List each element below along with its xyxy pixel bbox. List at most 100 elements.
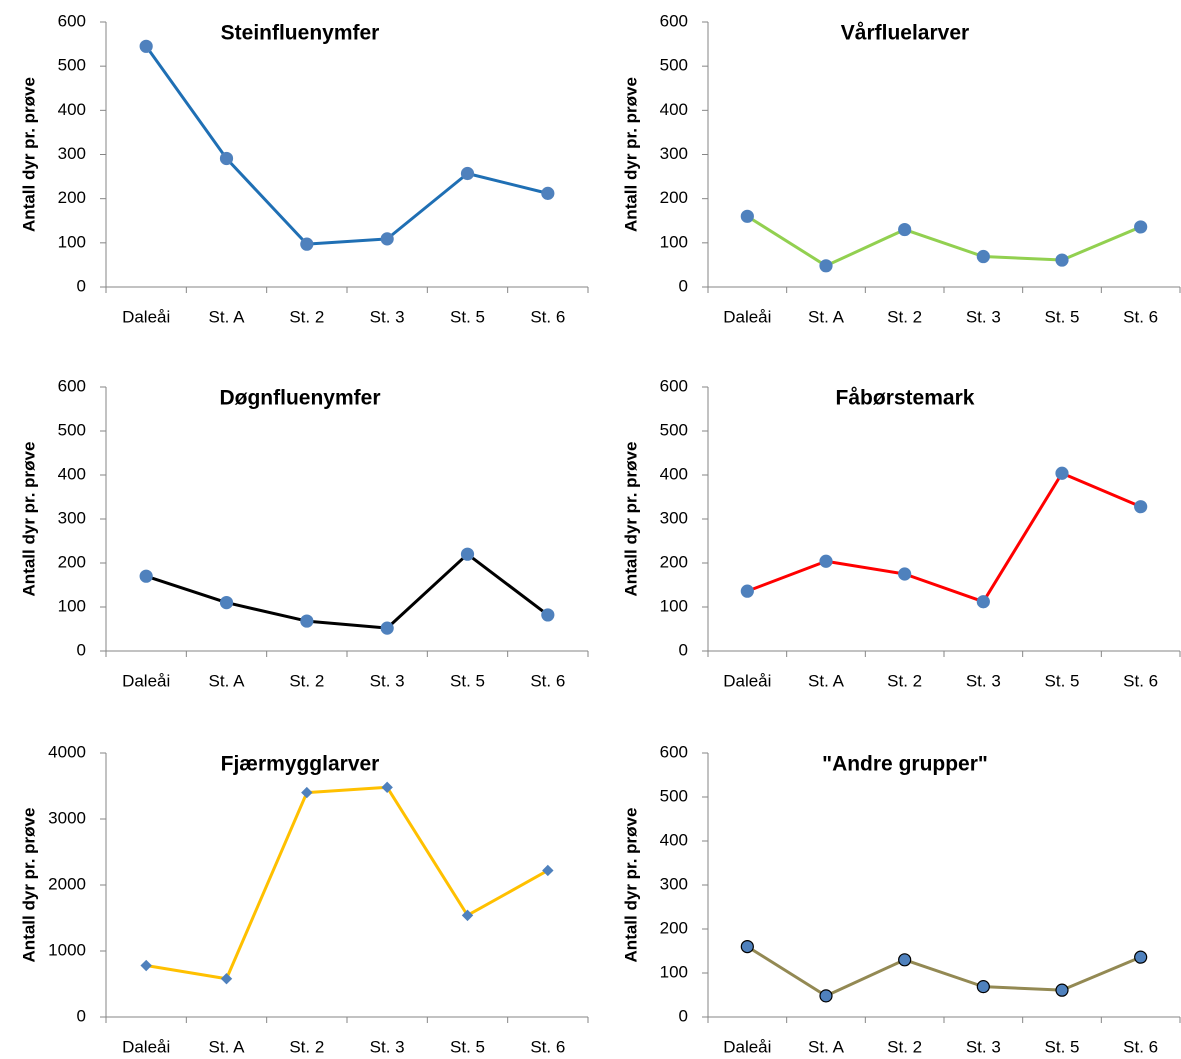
data-point <box>542 864 554 877</box>
y-tick-label: 200 <box>660 552 688 571</box>
data-point <box>219 151 234 166</box>
x-tick-label: St. 6 <box>1123 1037 1158 1056</box>
series-line <box>746 471 1142 604</box>
y-tick-label: 600 <box>58 11 86 30</box>
x-tick-label: St. A <box>808 1037 845 1056</box>
data-point <box>380 232 394 246</box>
x-tick-label: Daleåi <box>122 671 170 690</box>
y-tick-label: 100 <box>660 232 688 251</box>
x-tick-label: St. 3 <box>966 671 1001 690</box>
chart-title: Fjærmygglarver <box>221 753 380 776</box>
x-tick-label: Daleåi <box>723 307 771 326</box>
data-point <box>541 608 555 622</box>
y-tick-label: 200 <box>58 188 86 207</box>
y-tick-label: 400 <box>58 100 86 119</box>
data-point <box>461 909 474 922</box>
x-tick-label: St. 5 <box>1045 1037 1080 1056</box>
x-tick-label: St. 3 <box>370 1037 405 1056</box>
y-tick-label: 500 <box>58 420 86 439</box>
chart-title: Vårfluelarver <box>841 22 969 45</box>
y-tick-label: 500 <box>660 420 688 439</box>
data-point <box>898 953 912 967</box>
chart-title: Steinfluenymfer <box>221 22 380 45</box>
x-tick-label: St. 5 <box>450 1037 485 1056</box>
y-tick-label: 1000 <box>48 940 86 959</box>
data-point <box>976 249 990 264</box>
x-tick-label: Daleåi <box>723 671 771 690</box>
x-tick-label: St. 2 <box>289 1037 324 1056</box>
y-tick-label: 100 <box>660 962 688 981</box>
data-point <box>1134 500 1148 514</box>
x-tick-label: St. 2 <box>887 307 922 326</box>
y-tick-label: 300 <box>660 144 688 163</box>
y-tick-label: 4000 <box>48 742 86 761</box>
y-tick-label: 400 <box>58 464 86 483</box>
y-tick-label: 500 <box>660 786 688 805</box>
y-tick-label: 0 <box>77 640 86 659</box>
y-tick-label: 600 <box>58 376 86 395</box>
x-tick-label: St. 6 <box>530 671 565 690</box>
y-tick-label: 600 <box>660 742 688 761</box>
x-tick-label: St. 2 <box>289 671 324 690</box>
data-point <box>898 567 912 581</box>
x-tick-label: Daleåi <box>723 1037 771 1056</box>
x-tick-label: St. 6 <box>530 307 565 326</box>
x-tick-label: St. 3 <box>370 307 405 326</box>
y-tick-label: 500 <box>58 56 86 75</box>
y-axis-label: Antall dyr pr. prøve <box>19 442 38 597</box>
series-line <box>145 785 549 981</box>
data-point <box>220 973 233 985</box>
x-tick-label: St. 2 <box>887 671 922 690</box>
data-point <box>976 595 990 609</box>
x-tick-label: St. A <box>209 307 246 326</box>
data-point <box>819 259 833 273</box>
y-tick-label: 300 <box>58 508 86 527</box>
x-tick-label: St. 6 <box>530 1037 565 1056</box>
y-tick-label: 600 <box>660 11 688 30</box>
data-point <box>460 547 475 561</box>
chart-panel: 0 100 200 300 400 500 600 Daleåi St. A St. 2 St. 3… <box>19 376 589 690</box>
data-point <box>380 621 394 635</box>
x-tick-label: St. 6 <box>1123 307 1158 326</box>
x-tick-label: St. A <box>209 671 246 690</box>
chart-title: Døgnfluenymfer <box>219 387 380 410</box>
x-tick-label: St. A <box>808 307 845 326</box>
y-tick-label: 500 <box>660 56 688 75</box>
data-point <box>819 989 833 1003</box>
series-line <box>144 45 549 246</box>
x-tick-label: St. 3 <box>370 671 405 690</box>
series-line <box>746 945 1142 998</box>
data-point <box>1055 253 1069 267</box>
y-axis-label: Antall dyr pr. prøve <box>19 77 38 232</box>
data-point <box>541 186 555 200</box>
y-axis-label: Antall dyr pr. prøve <box>621 442 640 597</box>
y-tick-label: 100 <box>58 596 86 615</box>
data-point <box>740 209 754 223</box>
y-tick-label: 300 <box>660 874 688 893</box>
y-tick-label: 400 <box>660 464 688 483</box>
y-tick-label: 200 <box>660 188 688 207</box>
x-tick-label: St. 2 <box>289 307 324 326</box>
x-tick-label: St. 2 <box>887 1037 922 1056</box>
x-tick-label: St. 5 <box>1045 307 1080 326</box>
data-point <box>819 554 833 568</box>
x-tick-label: St. 6 <box>1123 671 1158 690</box>
y-tick-label: 200 <box>58 552 86 571</box>
x-tick-label: St. 5 <box>450 307 485 326</box>
data-point <box>300 614 314 628</box>
y-tick-label: 3000 <box>48 808 86 827</box>
x-tick-label: Daleåi <box>122 307 170 326</box>
data-point <box>1134 950 1148 964</box>
chart-panel: 0 100 200 300 400 500 600 Daleåi St. A St. 2 St. 3… <box>621 376 1181 690</box>
y-tick-label: 200 <box>660 918 688 937</box>
y-tick-label: 100 <box>660 596 688 615</box>
y-tick-label: 400 <box>660 830 688 849</box>
series-line <box>145 552 549 630</box>
data-point <box>898 222 912 237</box>
y-tick-label: 600 <box>660 376 688 395</box>
y-tick-label: 0 <box>679 1006 688 1025</box>
data-point <box>1055 466 1069 480</box>
y-tick-label: 400 <box>660 100 688 119</box>
y-tick-label: 0 <box>679 276 688 295</box>
